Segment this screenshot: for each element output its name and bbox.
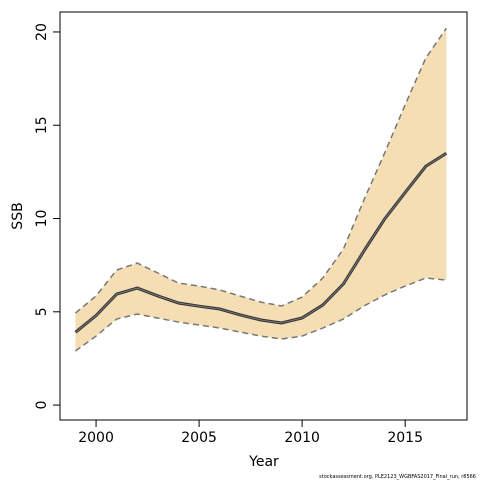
upper-bound xyxy=(74,27,448,314)
lower-bound xyxy=(75,277,447,352)
y-tick-label: 10 xyxy=(34,210,50,228)
y-tick-label: 0 xyxy=(34,401,50,410)
x-axis-label: Year xyxy=(248,454,279,470)
footnote: stockassessment.org, PLE2123_WGBFAS2017_… xyxy=(319,474,476,480)
x-tick-label: 2005 xyxy=(181,430,217,446)
y-tick-label: 15 xyxy=(34,116,50,134)
y-axis-label: SSB xyxy=(10,202,26,229)
x-tick-label: 2015 xyxy=(387,430,423,446)
line-core xyxy=(75,152,447,333)
y-tick-label: 5 xyxy=(34,307,50,316)
x-tick-label: 2000 xyxy=(78,430,114,446)
plot-frame xyxy=(59,11,468,421)
x-tick-label: 2010 xyxy=(284,430,320,446)
y-tick-label: 20 xyxy=(34,23,50,41)
